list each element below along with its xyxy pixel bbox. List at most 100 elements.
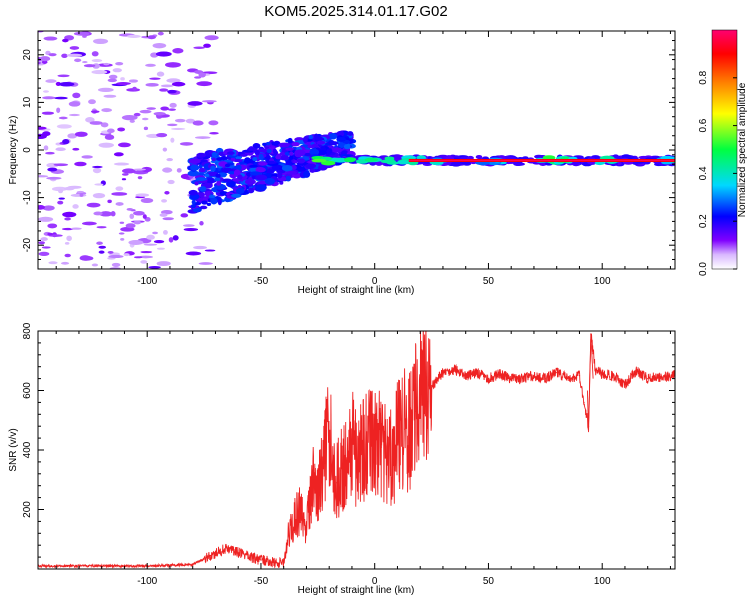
line-band-cell [375, 161, 383, 166]
colorbar: 0.0 0.2 0.4 0.6 0.8 Normalized spectral ampl… [698, 29, 748, 276]
snr-point [465, 375, 467, 377]
noise-cell [47, 223, 58, 229]
line-clump-cell [397, 160, 409, 165]
spectrogram-y-tick-label: -10 [22, 190, 33, 205]
spectrogram-x-tick-label: 0 [372, 276, 378, 287]
noise-cell [62, 38, 69, 43]
snr-line [38, 331, 675, 569]
noise-cell [160, 106, 170, 111]
noise-cell [38, 241, 45, 245]
noise-cell [66, 53, 83, 57]
noise-cell [111, 262, 121, 267]
noise-cell [104, 134, 115, 140]
spectrogram-x-tick-label: -50 [254, 276, 269, 287]
cloud-cell [191, 204, 197, 209]
noise-cell [81, 155, 93, 159]
noise-cell [121, 178, 127, 181]
noise-cell [149, 77, 161, 80]
noise-cell [97, 87, 114, 93]
noise-cell [168, 237, 174, 243]
noise-cell [57, 74, 70, 78]
noise-cell [62, 211, 77, 218]
cloud-cell [210, 165, 216, 172]
noise-cell [125, 223, 136, 229]
noise-cell [120, 77, 125, 81]
noise-cell [121, 173, 129, 176]
noise-cell [68, 101, 81, 107]
noise-cell [70, 193, 87, 197]
cloud-cell [192, 208, 201, 213]
noise-cell [171, 81, 186, 87]
noise-cell [128, 79, 139, 83]
cloud-cell [235, 164, 242, 171]
snr-point [210, 555, 212, 557]
noise-cell [93, 211, 103, 216]
cloud-cell [315, 136, 323, 142]
noise-cell [56, 124, 72, 129]
spectrogram-y-tick-label: 10 [22, 96, 33, 108]
noise-cell [107, 251, 114, 254]
noise-cell [129, 213, 135, 219]
cloud-cell [252, 157, 258, 162]
dominant-frequency-core [408, 159, 675, 162]
noise-cell [56, 107, 61, 113]
noise-cell [67, 133, 78, 139]
noise-cell [161, 199, 168, 203]
noise-cell [129, 119, 135, 123]
snr-point [556, 372, 558, 374]
cloud-cell [199, 186, 207, 192]
noise-cell [101, 108, 113, 113]
noise-cell [117, 127, 126, 132]
snr-point [415, 410, 417, 412]
noise-cell [68, 113, 80, 117]
noise-cell [140, 260, 148, 264]
cloud-cell [239, 153, 248, 157]
noise-cell [64, 217, 71, 221]
cloud-cell [286, 170, 298, 175]
figure-title: KOM5.2025.314.01.17.G02 [264, 3, 447, 20]
snr-point [237, 552, 239, 554]
noise-cell [45, 79, 57, 83]
noise-cell [152, 231, 158, 235]
snr-point [324, 455, 326, 457]
noise-cell [133, 168, 146, 171]
snr-point [396, 437, 399, 439]
line-clump-cell [594, 161, 605, 166]
snr-point [248, 556, 251, 558]
spectrogram-x-tick-label: -100 [137, 276, 157, 287]
noise-cell [98, 250, 105, 254]
cloud-cell [224, 163, 231, 168]
spectrogram-x-tick-label: 50 [483, 276, 495, 287]
noise-cell [126, 208, 134, 211]
colorbar-tick-label: 0.6 [698, 118, 709, 132]
noise-cell [43, 36, 58, 41]
colorbar-tick-label: 0.4 [698, 166, 709, 180]
noise-cell [54, 96, 68, 100]
line-clump-cell [332, 157, 348, 163]
noise-cell [91, 58, 103, 63]
cloud-cell [339, 142, 345, 148]
cloud-cell [302, 136, 308, 144]
cloud-cell [270, 141, 281, 146]
snr-panel: -100 -50 0 50 100 200 400 600 800 Height of stra… [8, 322, 676, 596]
noise-cell [204, 35, 219, 41]
noise-cell [107, 199, 112, 204]
cloud-cell [309, 148, 320, 156]
noise-cell [193, 245, 207, 250]
noise-cell [170, 127, 186, 130]
noise-cell [38, 126, 47, 130]
cloud-cell [291, 141, 300, 147]
cloud-cell [204, 173, 210, 178]
noise-cell [38, 251, 50, 256]
cloud-cell [216, 157, 223, 161]
noise-cell [92, 165, 103, 169]
snr-point [335, 482, 337, 484]
cloud-cell [278, 142, 290, 148]
cloud-cell [316, 150, 328, 156]
noise-cell [48, 261, 58, 265]
noise-cell [140, 250, 153, 254]
snr-y-tick-label: 600 [22, 382, 33, 399]
cloud-cell [190, 164, 200, 171]
noise-cell [141, 166, 153, 173]
noise-cell [159, 88, 169, 92]
